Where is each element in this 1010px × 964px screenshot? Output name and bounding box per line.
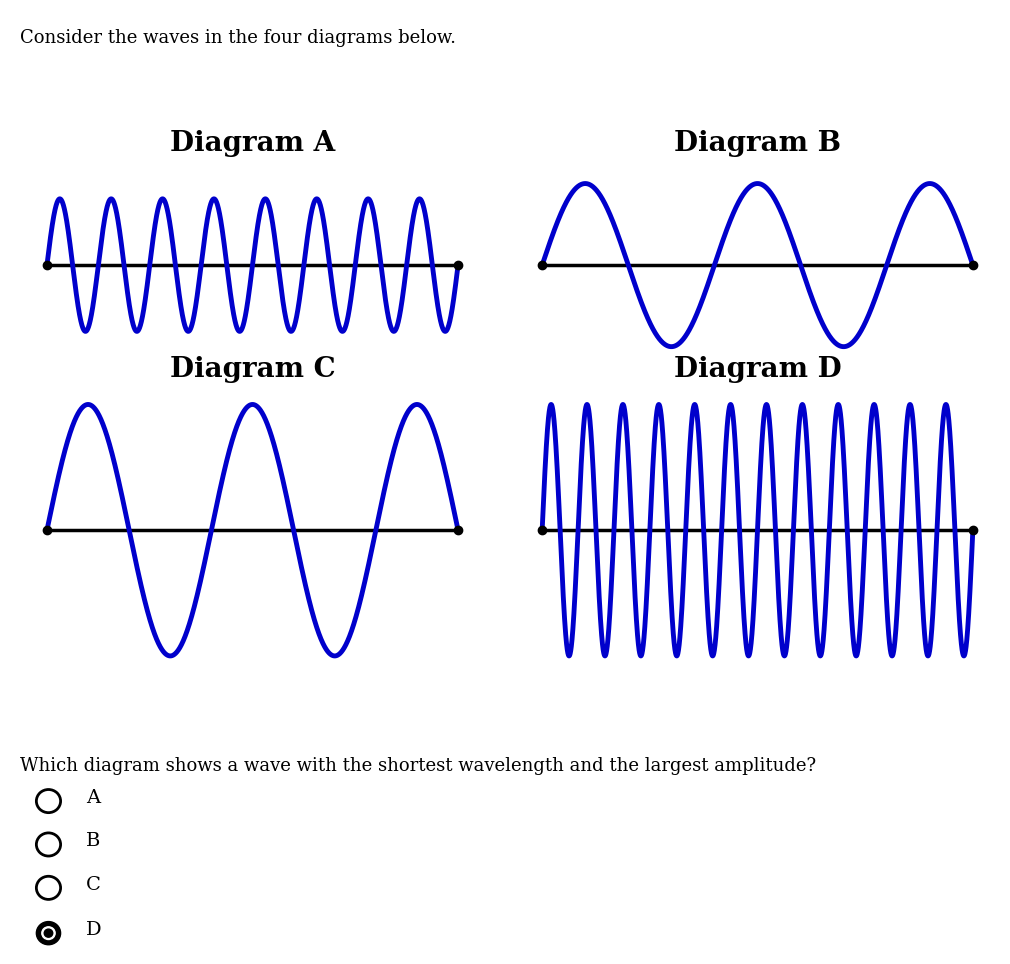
- Text: Which diagram shows a wave with the shortest wavelength and the largest amplitud: Which diagram shows a wave with the shor…: [20, 757, 816, 775]
- Text: D: D: [86, 921, 101, 939]
- Text: C: C: [86, 875, 101, 894]
- Text: B: B: [86, 832, 100, 850]
- Title: Diagram A: Diagram A: [170, 130, 335, 157]
- Title: Diagram B: Diagram B: [674, 130, 841, 157]
- Title: Diagram D: Diagram D: [674, 357, 841, 384]
- Text: A: A: [86, 789, 100, 807]
- Title: Diagram C: Diagram C: [170, 357, 335, 384]
- Text: Consider the waves in the four diagrams below.: Consider the waves in the four diagrams …: [20, 29, 457, 47]
